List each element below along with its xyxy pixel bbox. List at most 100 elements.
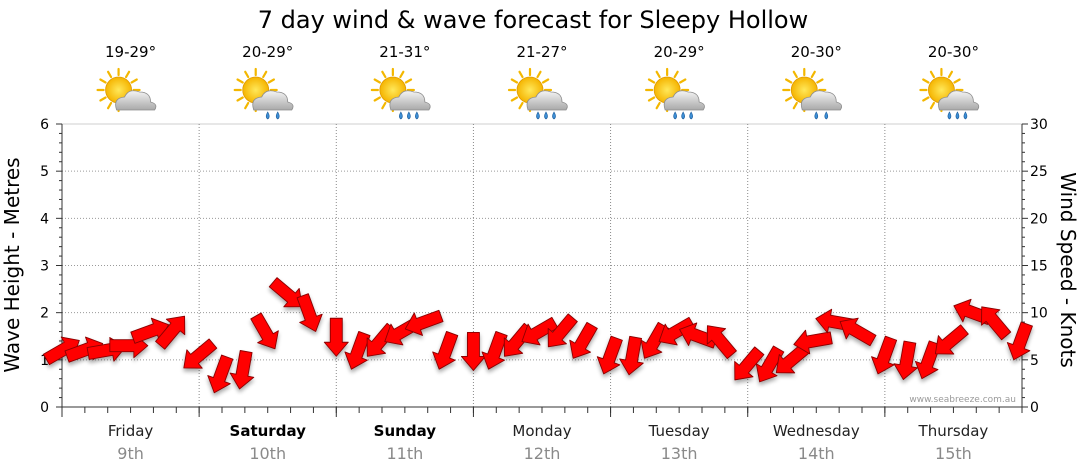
day-date-label: 13th <box>661 444 698 463</box>
wind-arrow <box>755 345 785 383</box>
wind-arrow <box>658 316 696 346</box>
wind-arrow <box>981 306 1012 341</box>
showers-icon <box>233 67 294 120</box>
sun-ray <box>536 70 542 79</box>
rain-icon <box>370 67 431 120</box>
temperature-label: 21-27° <box>516 43 567 61</box>
day-date-label: 11th <box>386 444 423 463</box>
sun-ray <box>655 101 661 110</box>
wind-arrow <box>1006 321 1033 361</box>
sun-ray <box>373 78 381 84</box>
raindrop <box>689 111 693 120</box>
temperature-label: 20-30° <box>928 43 979 61</box>
left-axis: 0 1 2 3 4 5 6 <box>40 117 62 416</box>
sun-ray <box>929 101 936 110</box>
credit-text: www.seabreeze.com.au <box>909 395 1016 405</box>
wind-arrow <box>155 315 186 350</box>
wind-arrow <box>183 338 218 369</box>
sun-ray <box>510 96 519 102</box>
sun-ray <box>99 78 107 84</box>
sun-ray <box>810 70 816 79</box>
wind-arrow <box>481 330 508 370</box>
sun-ray <box>99 96 107 102</box>
raindrop <box>407 111 411 120</box>
cloud <box>115 90 157 111</box>
cloud <box>389 90 431 111</box>
wind-arrow <box>296 293 323 332</box>
right-tick-label: 10 <box>1030 306 1048 322</box>
temperature-label: 20-30° <box>791 43 842 61</box>
day-name-label: Tuesday <box>648 422 710 440</box>
sun-ray <box>381 101 387 110</box>
wind-arrow <box>793 329 833 355</box>
left-axis-title: Wave Height - Metres <box>0 157 24 372</box>
wind-arrow <box>268 277 303 308</box>
raindrop <box>681 111 685 120</box>
wind-arrow <box>569 321 598 359</box>
raindrop <box>552 111 556 120</box>
raindrop <box>955 111 960 120</box>
cloud <box>526 90 568 111</box>
day-labels: Friday 9th Saturday 10th Sunday 11th Monday 12t… <box>108 422 989 463</box>
rain-icon <box>507 67 568 120</box>
wind-arrow <box>207 354 234 394</box>
sun-ray <box>673 70 679 79</box>
day-name-label: Sunday <box>374 422 437 440</box>
sun-ray <box>792 101 798 110</box>
wind-arrow <box>596 335 623 375</box>
sun-ray <box>655 70 661 79</box>
sun-ray <box>679 78 687 84</box>
rain-icon <box>645 67 705 120</box>
right-axis: 0 5 10 15 20 25 30 <box>1022 117 1048 416</box>
wind-arrows <box>42 277 1033 394</box>
sun-ray <box>106 70 113 79</box>
day-name-label: Saturday <box>230 422 307 440</box>
sun-ray <box>541 78 550 84</box>
sun-ray <box>106 101 113 110</box>
sun-ray <box>373 96 381 102</box>
sun-ray <box>784 96 793 102</box>
sun-ray <box>647 96 656 102</box>
sun-ray <box>244 70 250 79</box>
sun-ray <box>929 70 936 79</box>
raindrop <box>824 111 829 120</box>
sun-ray <box>647 78 656 84</box>
sun-ray <box>510 78 519 84</box>
raindrop <box>814 111 819 120</box>
temperature-label: 20-29° <box>242 43 293 61</box>
right-tick-label: 5 <box>1030 353 1039 369</box>
wind-arrow <box>521 316 559 346</box>
wind-arrow <box>734 346 765 381</box>
sun-ray <box>792 70 798 79</box>
raindrop <box>963 111 968 120</box>
wind-arrow <box>404 309 444 336</box>
raindrop <box>275 111 280 120</box>
day-name-label: Monday <box>512 422 571 440</box>
sun-ray <box>262 70 268 79</box>
raindrop <box>536 111 540 120</box>
wind-arrow <box>323 317 349 357</box>
weather-row: 19-29° 20-29° 21-31° 21-27° 20-29° 20-30° 20-3… <box>96 43 980 120</box>
wind-arrow <box>432 330 459 370</box>
wind-arrow <box>229 350 255 390</box>
raindrop <box>399 111 403 120</box>
left-tick-label: 6 <box>40 117 49 133</box>
sun-ray <box>947 70 954 79</box>
sun-ray <box>236 78 244 84</box>
wind-arrow <box>893 340 919 380</box>
sun-ray <box>784 78 793 84</box>
right-tick-label: 25 <box>1030 164 1048 180</box>
day-date-label: 15th <box>935 444 972 463</box>
sun-ray <box>130 78 138 84</box>
wind-arrow <box>250 312 279 350</box>
temperature-label: 19-29° <box>105 43 156 61</box>
sun-ray <box>404 78 413 84</box>
sun-ray <box>922 78 930 84</box>
left-tick-label: 2 <box>40 306 49 322</box>
cloud <box>938 90 980 111</box>
sun-ray <box>518 70 524 79</box>
raindrop <box>544 111 548 120</box>
sun-ray <box>381 70 387 79</box>
day-date-label: 14th <box>798 444 835 463</box>
day-date-label: 9th <box>117 444 144 463</box>
